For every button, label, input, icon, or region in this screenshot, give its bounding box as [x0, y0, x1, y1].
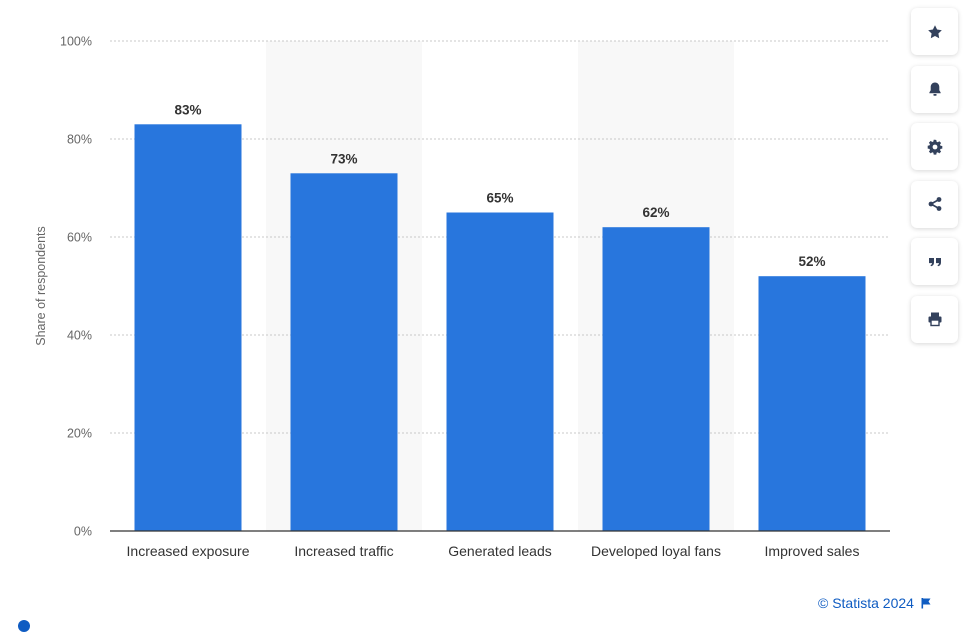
print-icon — [928, 312, 941, 327]
notification-button[interactable] — [911, 65, 958, 113]
source-credit: © Statista 2024 — [818, 595, 932, 611]
y-axis-ticks: 0% 20% 40% 60% 80% 100% — [60, 35, 92, 539]
category-label: Increased traffic — [294, 543, 393, 559]
category-label: Developed loyal fans — [591, 543, 721, 559]
bar-chart: 0% 20% 40% 60% 80% 100% 83% 73% 65% 62% 52% Incre… — [34, 35, 890, 559]
data-label: 52% — [798, 254, 825, 269]
y-tick-label: 60% — [67, 231, 92, 245]
y-tick-label: 0% — [74, 525, 92, 539]
favorite-button[interactable] — [911, 8, 958, 55]
gear-icon — [927, 139, 942, 155]
star-icon — [927, 24, 942, 38]
bell-icon — [928, 82, 941, 96]
bar[interactable] — [758, 276, 866, 531]
statista-credit-link[interactable]: © Statista 2024 — [818, 595, 914, 611]
bar[interactable] — [134, 124, 242, 532]
bars — [134, 124, 866, 532]
category-labels: Increased exposure Increased traffic Gener… — [127, 543, 860, 559]
bar[interactable] — [602, 227, 710, 531]
category-label: Improved sales — [765, 543, 860, 559]
y-tick-label: 80% — [67, 133, 92, 147]
category-label: Generated leads — [448, 543, 552, 559]
data-label: 65% — [486, 191, 513, 206]
cite-button[interactable] — [911, 238, 958, 285]
data-label: 73% — [330, 151, 357, 166]
print-button[interactable] — [911, 295, 958, 343]
quote-icon — [928, 257, 941, 266]
share-button[interactable] — [911, 180, 958, 228]
settings-button[interactable] — [911, 123, 958, 170]
share-icon — [928, 197, 941, 211]
toolbar — [911, 8, 958, 353]
info-icon[interactable] — [18, 620, 30, 632]
y-axis-title: Share of respondents — [34, 226, 48, 346]
category-label: Increased exposure — [127, 543, 250, 559]
bar[interactable] — [446, 212, 554, 532]
y-tick-label: 100% — [60, 35, 92, 49]
data-labels: 83% 73% 65% 62% 52% — [174, 102, 825, 269]
data-label: 62% — [642, 205, 669, 220]
y-tick-label: 20% — [67, 427, 92, 441]
data-label: 83% — [174, 102, 201, 117]
bar[interactable] — [290, 173, 398, 532]
y-tick-label: 40% — [67, 329, 92, 343]
flag-icon[interactable] — [920, 597, 932, 609]
